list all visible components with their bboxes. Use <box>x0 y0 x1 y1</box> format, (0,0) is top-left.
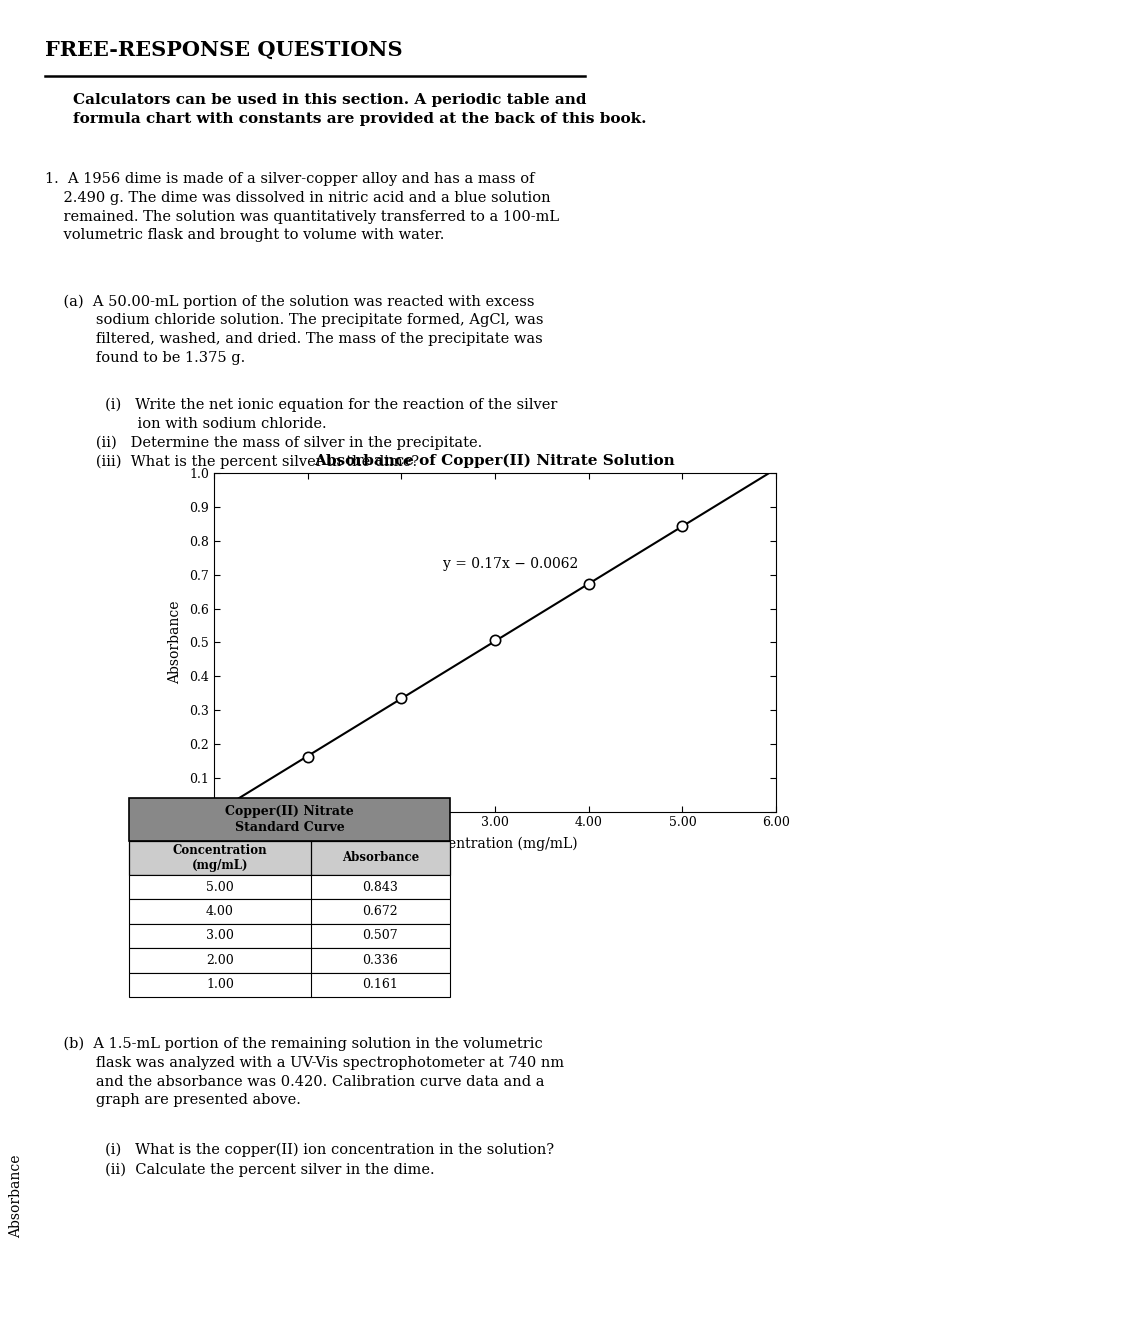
Text: 1.00: 1.00 <box>206 979 234 992</box>
Text: Concentration
(mg/mL): Concentration (mg/mL) <box>172 843 268 873</box>
Text: (i)   What is the copper(II) ion concentration in the solution?
             (ii: (i) What is the copper(II) ion concentra… <box>45 1143 555 1176</box>
X-axis label: Concentration (mg/mL): Concentration (mg/mL) <box>412 837 578 851</box>
Point <box>486 630 504 651</box>
Text: FREE-RESPONSE QUESTIONS: FREE-RESPONSE QUESTIONS <box>45 40 403 60</box>
Bar <box>129 875 450 899</box>
Point <box>393 687 411 708</box>
Text: 0.843: 0.843 <box>362 880 398 894</box>
Bar <box>129 924 450 948</box>
Text: Absorbance: Absorbance <box>342 851 418 865</box>
Text: Copper(II) Nitrate
Standard Curve: Copper(II) Nitrate Standard Curve <box>225 805 354 834</box>
Text: 0.672: 0.672 <box>362 906 398 918</box>
Bar <box>129 948 450 973</box>
Point <box>298 747 316 768</box>
Text: 5.00: 5.00 <box>206 880 234 894</box>
Text: Absorbance: Absorbance <box>9 1155 22 1237</box>
Title: Absorbance of Copper(II) Nitrate Solution: Absorbance of Copper(II) Nitrate Solutio… <box>315 453 675 468</box>
Text: 1.  A 1956 dime is made of a silver-copper alloy and has a mass of
    2.490 g. : 1. A 1956 dime is made of a silver-coppe… <box>45 172 559 243</box>
Text: 3.00: 3.00 <box>206 930 234 943</box>
Y-axis label: Absorbance: Absorbance <box>168 601 182 684</box>
Text: 4.00: 4.00 <box>206 906 234 918</box>
Text: (b)  A 1.5-mL portion of the remaining solution in the volumetric
           fla: (b) A 1.5-mL portion of the remaining so… <box>45 1037 564 1107</box>
Bar <box>129 841 450 875</box>
Point <box>579 574 597 595</box>
Bar <box>129 899 450 924</box>
Text: 0.507: 0.507 <box>362 930 398 943</box>
Text: 0.161: 0.161 <box>362 979 398 992</box>
Point <box>674 516 692 537</box>
Bar <box>129 798 450 841</box>
Text: Calculators can be used in this section. A periodic table and
formula chart with: Calculators can be used in this section.… <box>73 93 647 126</box>
Text: (a)  A 50.00-mL portion of the solution was reacted with excess
           sodiu: (a) A 50.00-mL portion of the solution w… <box>45 294 543 365</box>
Text: (i)   Write the net ionic equation for the reaction of the silver
              : (i) Write the net ionic equation for the… <box>45 398 557 469</box>
Text: 2.00: 2.00 <box>206 953 234 967</box>
Text: 0.336: 0.336 <box>362 953 398 967</box>
Bar <box>129 973 450 997</box>
Text: y = 0.17x − 0.0062: y = 0.17x − 0.0062 <box>443 557 578 572</box>
